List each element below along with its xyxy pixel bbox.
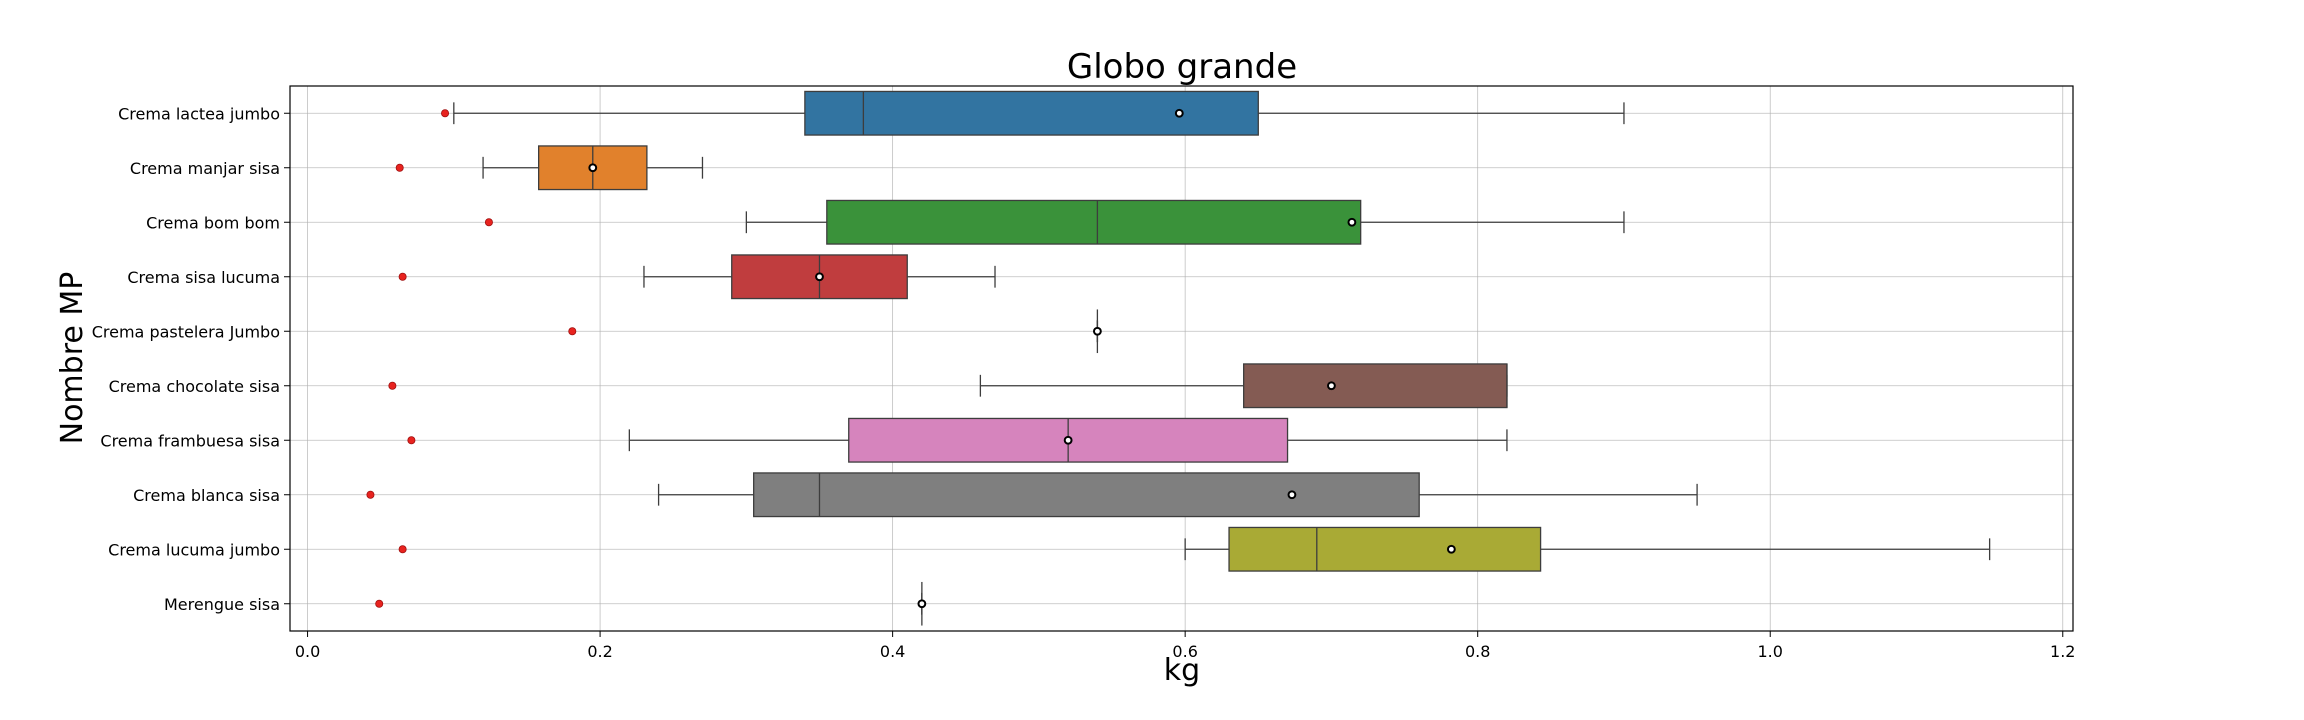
box-3 bbox=[484, 199, 1625, 245]
box-layer bbox=[366, 90, 1991, 626]
x-tick-label: 0.2 bbox=[587, 642, 612, 661]
mean-marker bbox=[1347, 217, 1357, 227]
iqr-box bbox=[1243, 363, 1508, 409]
plot-frame bbox=[289, 85, 2074, 632]
x-axis-label: kg bbox=[1164, 653, 1200, 688]
tick-layer: 0.0 0.2 0.4 0.6 0.8 1.0 1.2 Crema lactea jumbo C… bbox=[92, 104, 2076, 661]
mean-marker bbox=[1174, 108, 1184, 118]
iqr-box bbox=[826, 199, 1362, 245]
red-point bbox=[375, 599, 384, 608]
red-point bbox=[568, 327, 577, 336]
chart-title: Globo grande bbox=[1067, 47, 1297, 87]
red-point bbox=[395, 163, 404, 172]
x-tick-label: 1.0 bbox=[1757, 642, 1782, 661]
box-5 bbox=[568, 309, 1102, 354]
y-tick-label: Crema frambuesa sisa bbox=[100, 431, 280, 450]
mean-marker bbox=[588, 163, 598, 173]
mean-marker bbox=[1287, 490, 1297, 500]
red-point bbox=[407, 436, 416, 445]
x-tick-label: 0.6 bbox=[1172, 642, 1197, 661]
mean-marker bbox=[1446, 544, 1456, 554]
red-point bbox=[484, 218, 493, 227]
box-6 bbox=[388, 363, 1508, 409]
y-tick-label: Crema sisa lucuma bbox=[127, 268, 280, 287]
y-tick-label: Crema chocolate sisa bbox=[109, 377, 280, 396]
y-axis-label: Nombre MP bbox=[55, 272, 90, 445]
y-tick-label: Crema lactea jumbo bbox=[118, 104, 280, 123]
iqr-box bbox=[1228, 526, 1542, 572]
y-tick-label: Crema blanca sisa bbox=[133, 486, 280, 505]
red-point bbox=[398, 545, 407, 554]
y-tick-label: Merengue sisa bbox=[164, 595, 280, 614]
y-tick-label: Crema manjar sisa bbox=[130, 159, 280, 178]
y-tick-label: Crema lucuma jumbo bbox=[108, 540, 280, 559]
mean-marker bbox=[815, 272, 824, 282]
x-tick-label: 1.2 bbox=[2050, 642, 2075, 661]
y-tick-label: Crema pastelera Jumbo bbox=[92, 322, 280, 341]
box-10 bbox=[375, 581, 927, 626]
box-7 bbox=[407, 417, 1508, 463]
mean-marker bbox=[1063, 435, 1073, 445]
red-point bbox=[366, 490, 375, 499]
box-1 bbox=[441, 90, 1625, 136]
box-2 bbox=[395, 145, 704, 191]
red-point bbox=[441, 109, 450, 118]
red-point bbox=[398, 272, 407, 281]
red-point bbox=[388, 381, 397, 390]
x-tick-label: 0.8 bbox=[1465, 642, 1490, 661]
box-9 bbox=[398, 526, 1991, 572]
mean-marker bbox=[1327, 381, 1336, 391]
box-4 bbox=[398, 254, 996, 300]
iqr-box bbox=[753, 472, 1420, 518]
y-tick-label: Crema bom bom bbox=[146, 213, 280, 232]
mean-marker bbox=[917, 599, 927, 609]
box-8 bbox=[366, 472, 1698, 518]
x-tick-label: 0.4 bbox=[880, 642, 905, 661]
mean-marker bbox=[1092, 326, 1102, 336]
iqr-box bbox=[804, 90, 1259, 136]
x-tick-label: 0.0 bbox=[295, 642, 320, 661]
